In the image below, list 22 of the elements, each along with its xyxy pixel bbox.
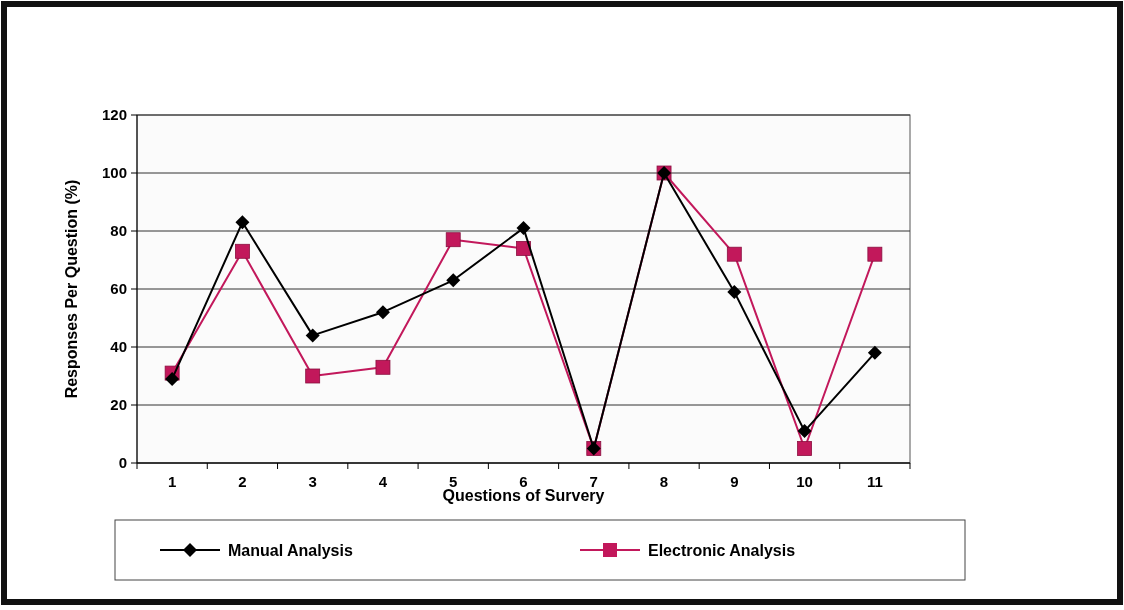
x-tick-label: 9 (730, 473, 739, 490)
x-tick-label: 10 (796, 473, 813, 490)
y-tick-label: 60 (110, 280, 127, 298)
y-tick-label: 20 (110, 396, 127, 414)
x-tick-label: 2 (238, 473, 247, 490)
y-axis-title: Responses Per Question (%) (63, 179, 80, 399)
legend-label: Electronic Analysis (648, 541, 796, 559)
legend-label: Manual Analysis (228, 541, 353, 559)
y-tick-label: 120 (101, 106, 127, 124)
y-tick-label: 100 (101, 164, 127, 182)
x-tick-label: 6 (519, 473, 528, 490)
y-tick-label: 40 (110, 338, 127, 356)
y-tick-label: 80 (110, 222, 127, 240)
x-tick-label: 3 (308, 473, 317, 490)
y-tick-label: 0 (118, 454, 127, 472)
x-tick-label: 11 (866, 473, 883, 490)
x-tick-label: 5 (449, 473, 458, 490)
x-tick-label: 7 (589, 473, 598, 490)
x-tick-label: 4 (378, 473, 388, 490)
x-tick-label: 1 (167, 473, 177, 490)
x-tick-label: 8 (659, 473, 669, 490)
x-axis-title: Questions of Survery (442, 487, 605, 504)
